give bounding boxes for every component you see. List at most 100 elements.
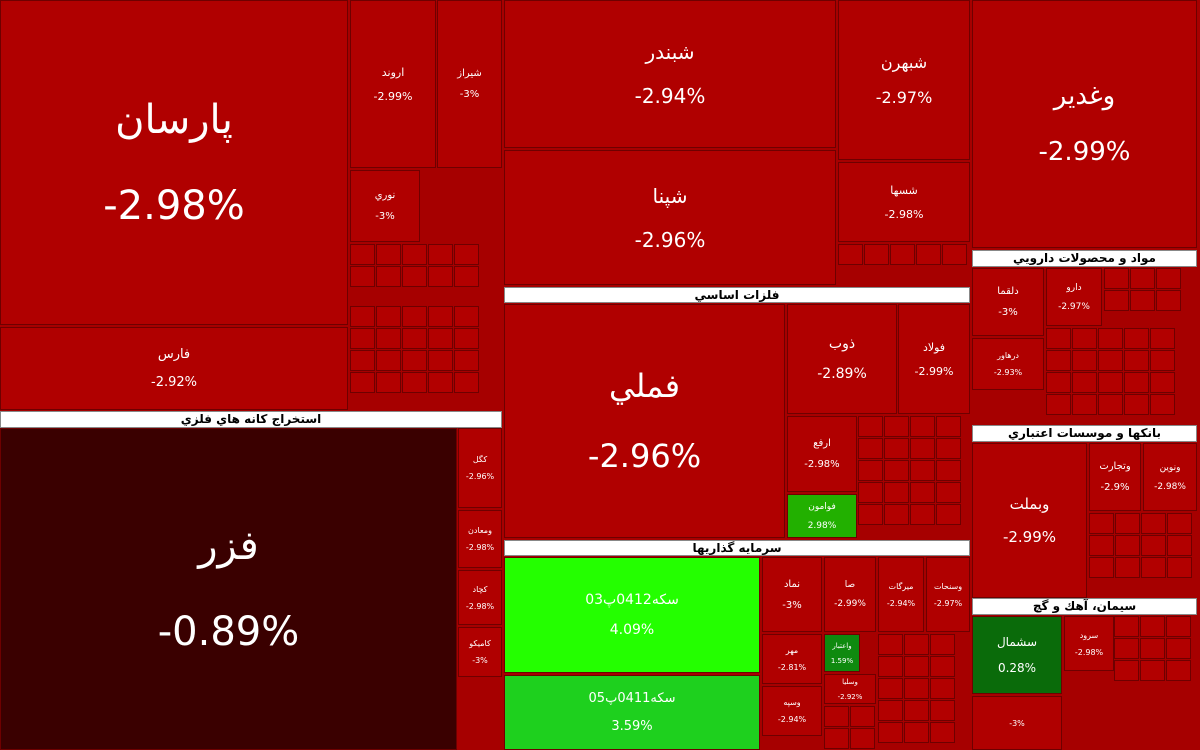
tile: سشمال 0.28%: [972, 616, 1062, 694]
tile-change: -2.98%: [465, 601, 495, 611]
filler-cell: [454, 372, 479, 393]
tile-name: سكه0412پ03: [585, 592, 679, 608]
filler-cell: [1140, 660, 1165, 681]
filler-cell: [1141, 557, 1166, 578]
filler-cell: [910, 438, 935, 459]
filler-cell: [1130, 290, 1155, 311]
filler-cell: [1115, 513, 1140, 534]
filler-cell: [376, 328, 401, 349]
tile-change: -2.93%: [993, 368, 1023, 377]
filler-cell: [402, 244, 427, 265]
filler-cell: [824, 728, 849, 749]
tile-name: نوري: [374, 190, 396, 201]
filler-cell: [858, 460, 883, 481]
tile-name: فوامون: [808, 501, 836, 512]
tile: ذوب -2.89%: [787, 304, 897, 414]
tile-name: سشمال: [996, 635, 1038, 649]
tile: كاميكو -3%: [458, 627, 502, 677]
tile-name: شپنا: [652, 183, 688, 208]
filler-cell: [1046, 372, 1071, 393]
tile-change: -2.99%: [914, 364, 954, 378]
sector-header: سيمان، آهك و گچ: [972, 598, 1197, 615]
tile-name: شسها: [890, 183, 918, 197]
filler-cell: [936, 416, 961, 437]
filler-cell: [942, 244, 967, 265]
tile-name: دلقما: [997, 286, 1019, 297]
filler-cell: [858, 416, 883, 437]
filler-cell: [910, 460, 935, 481]
filler-cell: [878, 700, 903, 721]
tile-change: -2.94%: [777, 715, 807, 724]
filler-cell: [884, 460, 909, 481]
tile-name: ومعادن: [468, 526, 492, 535]
sector-header: مواد و محصولات دارويي: [972, 250, 1197, 267]
filler-cell: [850, 728, 875, 749]
filler-cell: [858, 504, 883, 525]
filler-cell: [428, 306, 453, 327]
tile-name: صا: [844, 580, 856, 590]
filler-cell: [376, 306, 401, 327]
tile-change: -2.98%: [884, 207, 924, 221]
filler-cell: [428, 350, 453, 371]
filler-cell: [1141, 535, 1166, 556]
tile-change: -3%: [472, 656, 488, 665]
tile-name: واعتبار: [832, 641, 852, 650]
tile-name: فملي: [608, 367, 681, 405]
tile: ونوين -2.98%: [1143, 443, 1197, 511]
tile: ارفع -2.98%: [787, 416, 857, 492]
tile-name: كاميكو: [469, 639, 491, 648]
tile: وسنحات -2.97%: [926, 557, 970, 632]
tile: دلقما -3%: [972, 268, 1044, 336]
filler-cell: [1104, 290, 1129, 311]
filler-cell: [402, 306, 427, 327]
filler-cell: [1098, 394, 1123, 415]
tile: -3%: [972, 696, 1062, 750]
filler-cell: [1124, 372, 1149, 393]
tile: پارسان -2.98%: [0, 0, 348, 325]
filler-cell: [1089, 557, 1114, 578]
tile: ميرگات -2.94%: [878, 557, 924, 632]
filler-cell: [1046, 328, 1071, 349]
tile: شيراز -3%: [437, 0, 502, 168]
tile-name: فزر: [198, 523, 259, 569]
tile-change: 4.09%: [609, 622, 655, 638]
tile-change: -2.97%: [875, 88, 933, 107]
tile-name: فارس: [157, 347, 191, 362]
tile-change: -2.89%: [817, 366, 867, 382]
filler-cell: [454, 244, 479, 265]
tile-change: -3%: [998, 307, 1018, 318]
filler-cell: [1166, 638, 1191, 659]
tile-name: شبهرن: [880, 53, 928, 72]
tile-change: -2.99%: [373, 89, 413, 103]
tile-change: -2.98%: [1074, 647, 1104, 657]
filler-cell: [1167, 535, 1192, 556]
filler-cell: [1150, 394, 1175, 415]
filler-cell: [350, 266, 375, 287]
filler-cell: [350, 306, 375, 327]
filler-cell: [1114, 638, 1139, 659]
filler-cell: [454, 328, 479, 349]
tile: شبندر -2.94%: [504, 0, 836, 148]
filler-cell: [878, 722, 903, 743]
filler-cell: [1156, 268, 1181, 289]
tile-name: شبندر: [645, 40, 695, 64]
tile-name: سكه0411پ05: [588, 691, 676, 706]
filler-cell: [864, 244, 889, 265]
tile: سكه0411پ05 3.59%: [504, 675, 760, 750]
filler-cell: [428, 328, 453, 349]
tile-change: -3%: [1009, 718, 1025, 728]
filler-cell: [1124, 328, 1149, 349]
tile-name: وغدير: [1053, 81, 1116, 111]
tile: وتجارت -2.9%: [1089, 443, 1141, 511]
filler-cell: [1141, 513, 1166, 534]
filler-cell: [1115, 557, 1140, 578]
filler-cell: [904, 722, 929, 743]
tile-change: 0.28%: [997, 661, 1037, 675]
filler-cell: [1114, 616, 1139, 637]
filler-cell: [402, 350, 427, 371]
filler-cell: [350, 328, 375, 349]
filler-cell: [858, 438, 883, 459]
tile-name: سرود: [1079, 630, 1099, 640]
